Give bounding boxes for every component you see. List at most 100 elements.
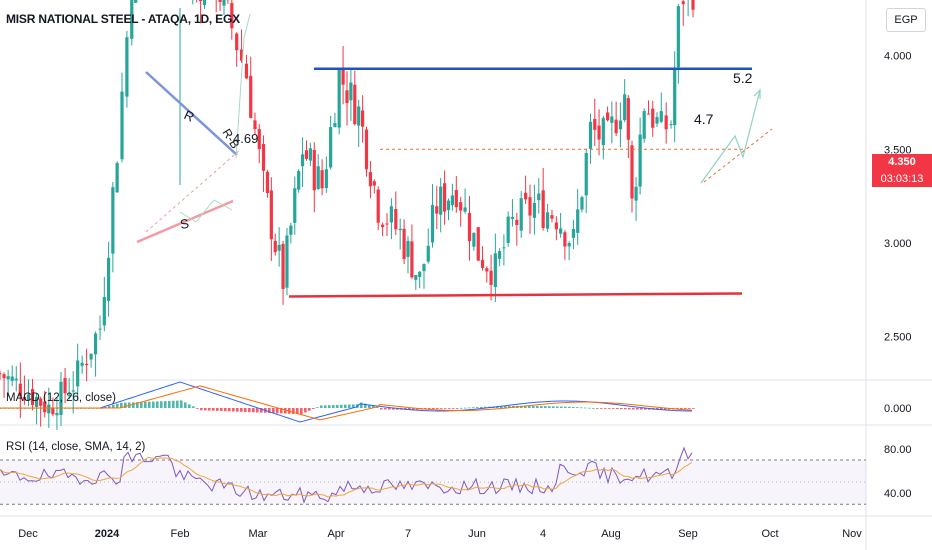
candle-body — [364, 129, 369, 170]
candle-body — [681, 1, 685, 5]
macd-histogram-bar — [136, 402, 139, 408]
macd-signal-line — [0, 385, 693, 421]
macd-histogram-bar — [208, 408, 211, 411]
candle-body — [537, 193, 541, 201]
candle-body — [30, 389, 35, 406]
candle-body — [98, 328, 102, 330]
macd-histogram-bar — [544, 406, 547, 408]
candle-body — [614, 119, 618, 134]
candle-body — [329, 127, 333, 168]
time-tick-label: Aug — [601, 528, 621, 540]
candle-body — [646, 113, 651, 115]
rsi-pane[interactable] — [0, 446, 866, 505]
last-price-label: 4.350 — [872, 154, 932, 171]
time-tick-label: Feb — [171, 528, 190, 540]
macd-histogram-bar — [312, 408, 315, 409]
candle-body — [532, 202, 536, 218]
macd-histogram-bar — [464, 407, 467, 409]
candle-body — [597, 125, 601, 140]
macd-histogram-bar — [680, 408, 683, 410]
macd-histogram-bar — [580, 407, 583, 409]
candle-body — [394, 209, 398, 230]
candle-body — [308, 148, 312, 161]
macd-histogram-bar — [432, 408, 435, 410]
candle-body — [541, 190, 545, 229]
macd-histogram-bar — [132, 402, 135, 408]
macd-histogram-bar — [468, 407, 471, 409]
candle-body — [673, 69, 677, 126]
macd-histogram-bar — [272, 408, 275, 414]
label-target-5-2: 5.2 — [733, 70, 753, 86]
macd-histogram-bar — [108, 405, 111, 408]
price-tick-label: 4.000 — [884, 51, 912, 63]
time-tick-label: Nov — [842, 528, 862, 540]
candle-body — [357, 106, 361, 126]
candle-body — [324, 169, 328, 189]
price-pane[interactable] — [0, 0, 866, 430]
macd-histogram-bar — [348, 404, 351, 408]
candle-body — [202, 0, 207, 6]
macd-histogram-bar — [572, 407, 575, 408]
candle-body — [642, 111, 646, 139]
rsi-legend[interactable]: RSI (14, close, SMA, 14, 2) — [6, 441, 146, 453]
symbol-title[interactable]: MISR NATIONAL STEEL - ATAQA, 1D, EGX — [6, 12, 240, 26]
macd-histogram-bar — [548, 406, 551, 408]
candle-body — [297, 170, 301, 190]
candle-body — [293, 188, 297, 223]
candle-body — [43, 401, 47, 413]
candle-body — [257, 129, 261, 150]
candle-body — [398, 228, 402, 231]
candle-body — [6, 376, 10, 380]
macd-histogram-bar — [360, 402, 363, 408]
time-tick-label: 4 — [540, 528, 546, 540]
macd-histogram-bar — [428, 408, 431, 410]
macd-histogram-bar — [592, 407, 595, 409]
candle-body — [102, 297, 106, 326]
macd-histogram-bar — [408, 408, 411, 410]
candle-body — [454, 190, 458, 208]
label-4-69: 4.69 — [233, 131, 258, 146]
candle-body — [372, 181, 376, 186]
currency-badge[interactable]: EGP — [886, 8, 926, 32]
candle-body — [0, 373, 2, 375]
candle-body — [269, 190, 273, 240]
candle-body — [676, 6, 680, 68]
macd-histogram-bar — [364, 403, 367, 408]
candle-body — [35, 396, 39, 407]
candle-body — [442, 183, 447, 212]
candle-body — [368, 172, 373, 187]
candle-body — [316, 166, 320, 189]
candle-body — [459, 202, 463, 211]
macd-histogram-bar — [304, 408, 307, 413]
macd-histogram-bar — [228, 408, 231, 412]
candle-body — [669, 124, 673, 126]
candle-body — [289, 225, 293, 235]
projection-arrow-early — [235, 13, 251, 159]
macd-legend[interactable]: MACD (12, 26, close) — [6, 392, 116, 404]
macd-histogram-bar — [332, 405, 335, 408]
macd-histogram-bar — [168, 400, 171, 408]
price-tick-label: 3.500 — [884, 144, 912, 156]
macd-histogram-bar — [192, 406, 195, 408]
macd-histogram-bar — [188, 404, 191, 408]
rsi-tick-label: 40.00 — [884, 488, 912, 500]
macd-histogram-bar — [684, 408, 687, 410]
macd-histogram-bar — [160, 401, 163, 408]
candle-body — [418, 271, 422, 278]
time-tick-label: Oct — [761, 528, 778, 540]
candle-body — [67, 394, 71, 397]
candle-body — [235, 33, 239, 51]
macd-histogram-bar — [484, 406, 487, 408]
candle-body — [519, 198, 523, 231]
candle-body — [277, 244, 281, 251]
macd-pane[interactable] — [0, 381, 695, 423]
macd-histogram-bar — [560, 406, 563, 408]
macd-histogram-bar — [292, 408, 295, 414]
macd-histogram-bar — [476, 407, 479, 408]
rsi-ma-line — [0, 456, 693, 498]
candle-body — [584, 153, 588, 196]
candle-body — [22, 396, 27, 401]
price-tick-label: 2.500 — [884, 332, 912, 344]
candle-body — [106, 257, 111, 301]
